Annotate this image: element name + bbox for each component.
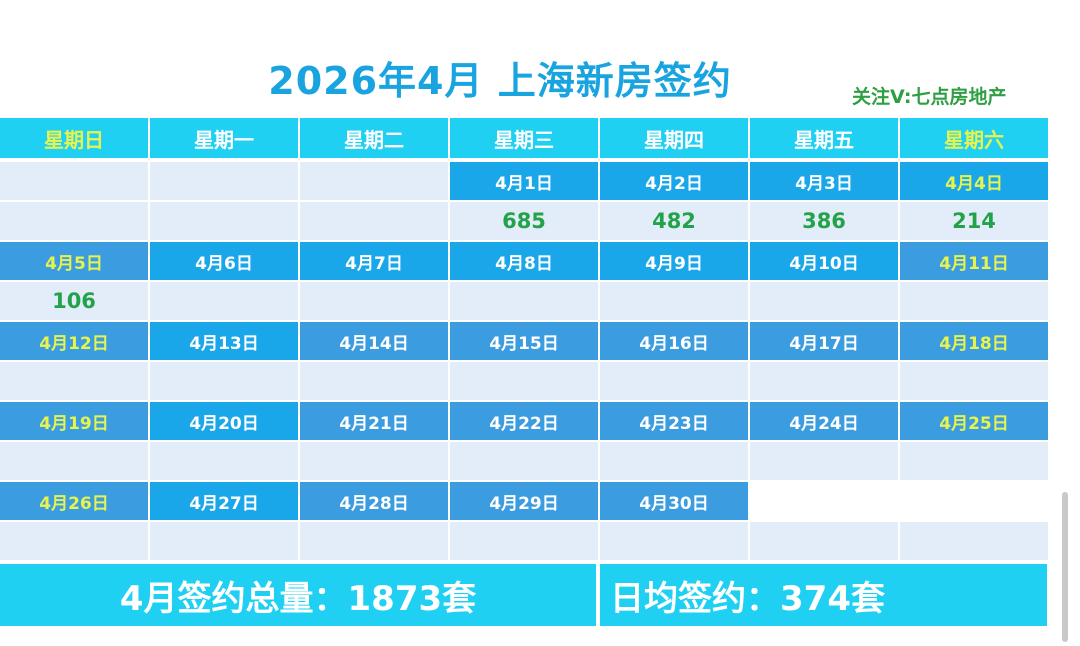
date-cell: 4月25日 (900, 402, 1048, 440)
date-cell: 4月18日 (900, 322, 1048, 360)
date-cell: 4月17日 (750, 322, 898, 360)
weekday-header: 星期日 (0, 118, 148, 158)
signing-count-cell (300, 362, 448, 400)
empty-date-cell (300, 162, 448, 200)
signing-count-cell (900, 362, 1048, 400)
signing-count-cell (600, 442, 748, 480)
page-title: 2026年4月 上海新房签约 (268, 59, 732, 103)
date-cell: 4月29日 (450, 482, 598, 520)
date-cell: 4月7日 (300, 242, 448, 280)
date-cell: 4月3日 (750, 162, 898, 200)
weekday-header: 星期四 (600, 118, 748, 158)
signing-count-cell: 106 (0, 282, 148, 320)
date-cell: 4月26日 (0, 482, 148, 520)
signing-count-cell (0, 362, 148, 400)
date-cell: 4月28日 (300, 482, 448, 520)
date-cell: 4月5日 (0, 242, 148, 280)
weekday-header: 星期一 (150, 118, 298, 158)
signing-count-cell (150, 362, 298, 400)
date-cell: 4月22日 (450, 402, 598, 440)
date-cell: 4月9日 (600, 242, 748, 280)
date-cell: 4月11日 (900, 242, 1048, 280)
signing-count-cell (300, 442, 448, 480)
weekday-header: 星期二 (300, 118, 448, 158)
signing-count-cell (150, 282, 298, 320)
date-cell: 4月24日 (750, 402, 898, 440)
empty-count-cell (150, 202, 298, 240)
daily-average-summary: 日均签约：374套 (600, 564, 1047, 626)
signing-count-cell (450, 282, 598, 320)
empty-date-cell (750, 482, 898, 520)
signing-count-cell: 214 (900, 202, 1048, 240)
date-cell: 4月23日 (600, 402, 748, 440)
date-cell: 4月20日 (150, 402, 298, 440)
scrollbar-thumb[interactable] (1062, 492, 1068, 642)
empty-date-cell (900, 482, 1048, 520)
date-cell: 4月6日 (150, 242, 298, 280)
signing-count-cell (300, 282, 448, 320)
date-cell: 4月12日 (0, 322, 148, 360)
empty-count-cell (750, 522, 898, 560)
signing-count-cell (900, 442, 1048, 480)
signing-count-cell (450, 442, 598, 480)
signing-count-cell (600, 522, 748, 560)
empty-date-cell (0, 162, 148, 200)
monthly-total-summary: 4月签约总量：1873套 (0, 564, 596, 626)
signing-count-cell (750, 282, 898, 320)
signing-count-cell: 386 (750, 202, 898, 240)
signing-count-cell (150, 442, 298, 480)
date-cell: 4月10日 (750, 242, 898, 280)
signing-count-cell: 685 (450, 202, 598, 240)
date-cell: 4月2日 (600, 162, 748, 200)
date-cell: 4月21日 (300, 402, 448, 440)
follow-account-label: 关注V:七点房地产 (852, 86, 1007, 108)
empty-count-cell (900, 522, 1048, 560)
signing-count-cell (450, 522, 598, 560)
date-cell: 4月16日 (600, 322, 748, 360)
date-cell: 4月15日 (450, 322, 598, 360)
signing-count-cell (900, 282, 1048, 320)
date-cell: 4月4日 (900, 162, 1048, 200)
date-cell: 4月13日 (150, 322, 298, 360)
date-cell: 4月27日 (150, 482, 298, 520)
weekday-header: 星期六 (900, 118, 1048, 158)
signing-count-cell (0, 522, 148, 560)
signing-count-cell (600, 362, 748, 400)
signing-count-cell (750, 362, 898, 400)
date-cell: 4月1日 (450, 162, 598, 200)
empty-count-cell (0, 202, 148, 240)
signing-count-cell: 482 (600, 202, 748, 240)
signing-count-cell (0, 442, 148, 480)
date-cell: 4月14日 (300, 322, 448, 360)
signing-count-cell (150, 522, 298, 560)
signing-count-cell (300, 522, 448, 560)
date-cell: 4月30日 (600, 482, 748, 520)
weekday-header: 星期三 (450, 118, 598, 158)
signing-count-cell (450, 362, 598, 400)
weekday-header: 星期五 (750, 118, 898, 158)
date-cell: 4月19日 (0, 402, 148, 440)
empty-date-cell (150, 162, 298, 200)
signing-count-cell (600, 282, 748, 320)
empty-count-cell (300, 202, 448, 240)
date-cell: 4月8日 (450, 242, 598, 280)
signing-count-cell (750, 442, 898, 480)
